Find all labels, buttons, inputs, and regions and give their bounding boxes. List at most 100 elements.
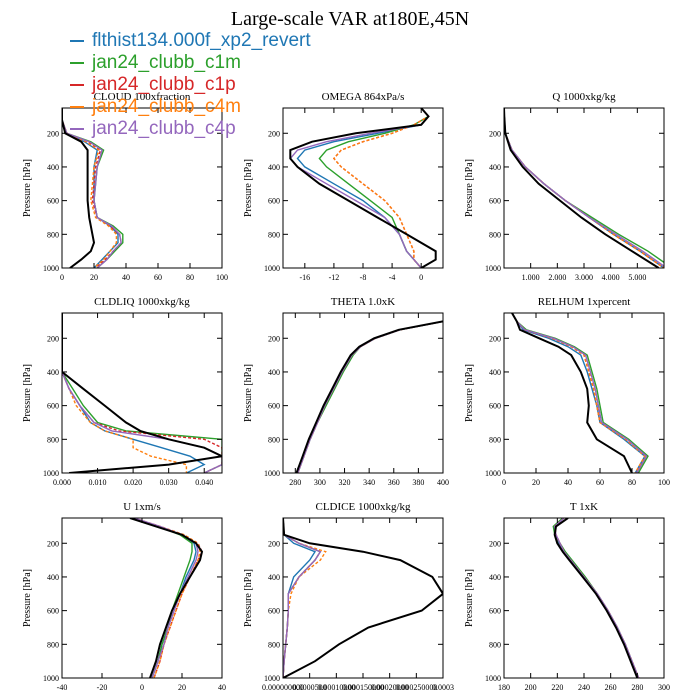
y-tick-label: 800 [268, 435, 280, 444]
series-group [283, 518, 443, 678]
y-axis-label: Pressure [hPa] [22, 364, 33, 422]
panel-title: CLDLIQ 1000xkg/kg [94, 296, 190, 308]
panel: RELHUM 1xpercent Pressure [hPa] 0 20 40 60 80 1… [464, 296, 670, 487]
y-tick-label: 200 [47, 129, 59, 138]
series-line [62, 313, 206, 473]
series-line [504, 108, 664, 268]
panel-title: Q 1000xkg/kg [552, 91, 616, 103]
x-tick-label: 100 [216, 273, 228, 282]
x-tick-label: -4 [389, 273, 396, 282]
legend-swatch [70, 40, 84, 42]
series-line [295, 320, 443, 473]
panel-title: T 1xK [570, 501, 598, 513]
x-tick-label: 220 [551, 683, 563, 692]
y-tick-label: 800 [47, 230, 59, 239]
series-group [129, 518, 204, 678]
plot-frame [61, 107, 223, 269]
y-tick-label: 1000 [43, 674, 59, 683]
series-line [62, 313, 222, 473]
y-tick-label: 1000 [264, 674, 280, 683]
x-tick-label: 0.040 [195, 478, 213, 487]
x-tick-label: 260 [605, 683, 617, 692]
series-line [297, 320, 443, 473]
x-tick-label: 80 [628, 478, 636, 487]
x-tick-label: 40 [218, 683, 226, 692]
x-tick-label: 320 [339, 478, 351, 487]
series-group [295, 320, 443, 473]
x-tick-label: -8 [360, 273, 367, 282]
x-tick-label: 0.000250000 [395, 683, 437, 692]
legend-label: jan24_clubb_c1m [92, 52, 241, 73]
series-line [552, 518, 640, 678]
legend-item: jan24_clubb_c1p [70, 74, 311, 96]
panel-title: OMEGA 864xPa/s [322, 91, 405, 103]
x-tick-label: 340 [363, 478, 375, 487]
series-line [62, 108, 122, 268]
y-tick-label: 600 [47, 197, 59, 206]
x-tick-label: 1.000 [522, 273, 540, 282]
x-tick-label: 0 [419, 273, 423, 282]
x-tick-label: 0 [60, 273, 64, 282]
panel: T 1xK Pressure [hPa] 180 200 220 240 260 280 300… [464, 501, 670, 692]
series-line [504, 108, 664, 268]
y-tick-label: 600 [489, 402, 501, 411]
series-line [62, 313, 188, 473]
x-tick-label: 0.00010000 [317, 683, 355, 692]
panel: CLDLIQ 1000xkg/kg Pressure [hPa] 0.000 0.01… [22, 296, 223, 487]
series-line [133, 518, 199, 678]
y-tick-label: 400 [489, 573, 501, 582]
series-line [129, 518, 204, 678]
x-tick-label: 2.000 [548, 273, 566, 282]
y-tick-label: 800 [268, 640, 280, 649]
y-tick-label: 600 [489, 607, 501, 616]
x-tick-label: 0 [140, 683, 144, 692]
y-tick-label: 400 [47, 573, 59, 582]
y-tick-label: 200 [268, 129, 280, 138]
series-line [297, 320, 443, 473]
x-tick-label: 0.0003 [432, 683, 454, 692]
x-tick-label: 0.030 [160, 478, 178, 487]
x-tick-label: 20 [178, 683, 186, 692]
series-group [62, 108, 124, 268]
x-tick-label: 200 [525, 683, 537, 692]
legend-label: jan24_clubb_c4p [92, 118, 236, 139]
y-tick-label: 200 [489, 539, 501, 548]
x-tick-label: 240 [578, 683, 590, 692]
x-tick-label: 280 [289, 478, 301, 487]
series-group [552, 518, 640, 678]
y-tick-label: 800 [268, 230, 280, 239]
x-tick-label: 400 [437, 478, 449, 487]
x-tick-label: 0.000150000 [342, 683, 384, 692]
x-tick-label: 40 [564, 478, 572, 487]
x-tick-label: 0.000 [53, 478, 71, 487]
y-tick-label: 400 [268, 573, 280, 582]
x-tick-label: 60 [596, 478, 604, 487]
panel-title: CLOUD 100xfraction [94, 91, 191, 103]
series-line [511, 313, 648, 473]
series-line [511, 313, 633, 473]
panel-title: CLDICE 1000xkg/kg [315, 501, 411, 513]
y-axis-label: Pressure [hPa] [464, 569, 475, 627]
series-group [511, 313, 649, 473]
series-line [62, 313, 222, 473]
series-line [283, 518, 322, 678]
y-tick-label: 400 [489, 368, 501, 377]
x-tick-label: 4.000 [602, 273, 620, 282]
panel: OMEGA 864xPa/s Pressure [hPa] -16 -12 -8 -4 0 2… [243, 91, 444, 282]
y-tick-label: 400 [47, 163, 59, 172]
legend-label: jan24_clubb_c1p [92, 74, 236, 95]
y-tick-label: 800 [47, 435, 59, 444]
y-tick-label: 1000 [485, 264, 501, 273]
x-tick-label: 380 [412, 478, 424, 487]
x-tick-label: 5.000 [628, 273, 646, 282]
figure-title: Large-scale VAR at180E,45N [230, 8, 470, 30]
panel: Q 1000xkg/kg Pressure [hPa] 1.000 2.000 3.00… [464, 91, 665, 282]
y-tick-label: 800 [47, 640, 59, 649]
x-tick-label: 180 [498, 683, 510, 692]
legend-item: jan24_clubb_c1m [70, 52, 311, 74]
y-tick-label: 600 [47, 607, 59, 616]
x-tick-label: -12 [329, 273, 340, 282]
series-group [62, 313, 222, 473]
series-line [297, 320, 443, 473]
plot-frame [503, 517, 665, 679]
